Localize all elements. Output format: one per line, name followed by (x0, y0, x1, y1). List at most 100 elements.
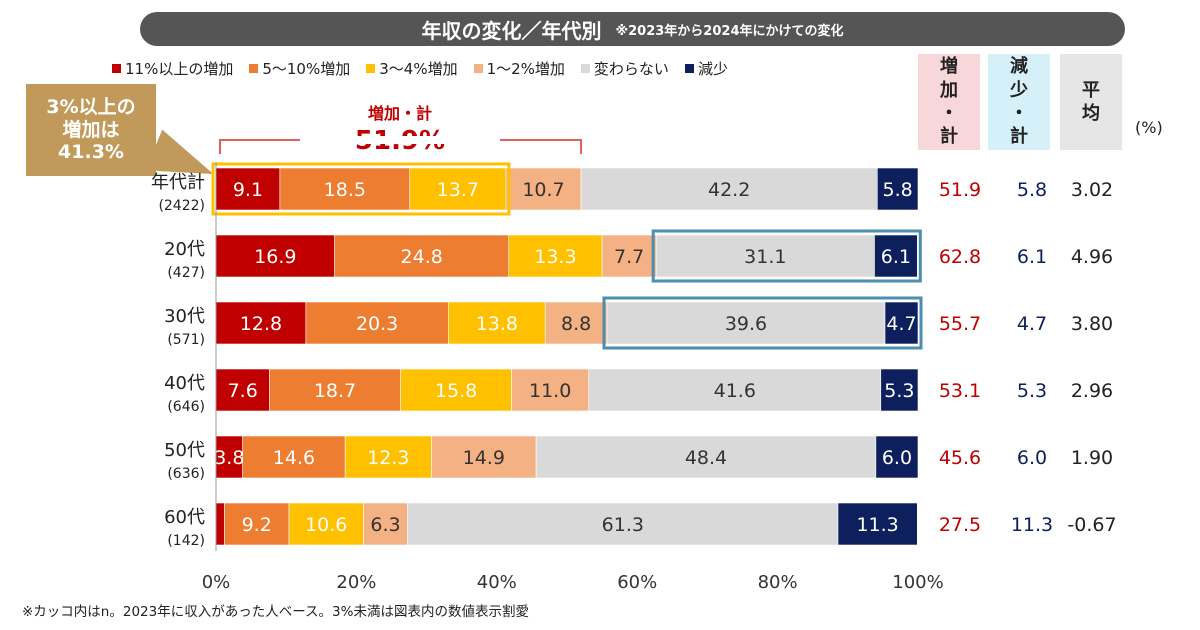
bar-segment (580, 167, 878, 211)
increase-total-value: 62.8 (939, 246, 981, 268)
bar-value-label: 13.3 (534, 246, 576, 268)
column-header-decrease: 減少・計 (988, 54, 1050, 150)
bar-segment (363, 502, 408, 546)
bar-segment (334, 234, 510, 278)
bar-value-label: 9.1 (233, 179, 263, 201)
legend-label: 3～4%増加 (379, 60, 458, 78)
legend-item: 3～4%増加 (366, 58, 458, 79)
column-header-char: ・ (940, 103, 958, 124)
bar-value-label: 42.2 (708, 179, 750, 201)
legend-swatch (112, 64, 121, 73)
bar-value-label: 10.7 (522, 179, 564, 201)
callout-line: 41.3% (58, 141, 124, 164)
average-value: 3.02 (1071, 179, 1113, 201)
bar-value-label: 14.9 (463, 447, 505, 469)
bar-value-label: 16.9 (254, 246, 296, 268)
bar-segment (880, 368, 919, 412)
bar-segment (508, 234, 603, 278)
bar-value-label: 7.6 (228, 380, 258, 402)
bar-segment (224, 502, 290, 546)
legend-swatch (580, 64, 590, 73)
legend-item: 1～2%増加 (473, 58, 565, 79)
chart-title: 年収の変化／年代別 (421, 18, 602, 43)
average-value: 3.80 (1071, 313, 1113, 335)
bar-segment (544, 301, 608, 345)
increase-total-value: 45.6 (939, 447, 981, 469)
category-label: 年代計 (151, 172, 205, 193)
category-label: 40代 (164, 373, 205, 394)
bar-segment (505, 167, 582, 211)
bar-value-label: 12.8 (240, 313, 282, 335)
column-header-char: 少 (1010, 79, 1028, 101)
bar-value-label: 61.3 (602, 514, 644, 536)
increase-total-value: 27.5 (939, 514, 981, 536)
sample-size-label: (2422) (158, 198, 205, 214)
bar-value-label: 6.3 (370, 514, 400, 536)
bar-value-label: 12.3 (367, 447, 409, 469)
bar-segment (215, 234, 335, 278)
legend-item: 11%以上の増加 (112, 58, 233, 79)
bar-value-label: 9.2 (242, 514, 272, 536)
sample-size-label: (142) (167, 533, 205, 549)
category-label: 50代 (164, 440, 205, 461)
bar-value-label: 7.7 (614, 246, 644, 268)
bar-segment (215, 435, 243, 479)
sample-size-label: (571) (167, 332, 205, 348)
bar-value-label: 20.3 (356, 313, 398, 335)
average-value: -0.67 (1067, 514, 1116, 536)
bar-segment (655, 234, 875, 278)
bracket-gap (300, 136, 500, 144)
bar-segment (535, 435, 877, 479)
average-value: 1.90 (1071, 447, 1113, 469)
bar-segment (884, 301, 919, 345)
bar-segment (874, 234, 918, 278)
bar-segment (875, 435, 919, 479)
column-header-average: 平均 (1060, 54, 1122, 150)
bar-segment (876, 167, 919, 211)
sample-size-label: (636) (167, 466, 205, 482)
x-tick-label: 0% (202, 572, 231, 593)
legend-swatch (366, 64, 376, 73)
bar-value-label: 24.8 (401, 246, 443, 268)
bar-value-label: 13.7 (437, 179, 479, 201)
highlight-box (602, 296, 923, 350)
column-header-char: ・ (1010, 103, 1028, 124)
legend-swatch (249, 64, 259, 73)
bar-value-label: 3.8 (214, 447, 244, 469)
bar-segment (601, 234, 657, 278)
category-label: 20代 (164, 239, 205, 260)
bar-segment (344, 435, 432, 479)
column-header-increase: 増加・計 (918, 54, 980, 150)
callout-line: 3%以上の (46, 95, 136, 118)
bar-value-label: 18.5 (324, 179, 366, 201)
legend-label: 変わらない (593, 60, 669, 78)
x-tick-label: 20% (336, 572, 376, 593)
bar-value-label: 5.3 (884, 380, 914, 402)
bar-value-label: 4.7 (886, 313, 916, 335)
sample-size-label: (646) (167, 399, 205, 415)
bar-value-label: 48.4 (685, 447, 727, 469)
highlight-box (211, 162, 511, 216)
x-tick-label: 80% (758, 572, 798, 593)
legend-label: 1～2%増加 (486, 60, 565, 78)
bar-value-label: 11.0 (529, 380, 571, 402)
bar-segment (407, 502, 839, 546)
legend-label: 11%以上の増加 (125, 60, 234, 78)
increase-total-value: 51.9 (939, 179, 981, 201)
x-tick-label: 60% (617, 572, 657, 593)
decrease-total-value: 11.3 (1011, 514, 1053, 536)
bar-segment (215, 502, 225, 546)
bar-segment (242, 435, 346, 479)
bar-segment (431, 435, 537, 479)
bar-value-label: 39.6 (725, 313, 767, 335)
average-value: 2.96 (1071, 380, 1113, 402)
bar-value-label: 31.1 (744, 246, 786, 268)
callout-line: 増加は (62, 118, 120, 141)
bar-value-label: 13.8 (476, 313, 518, 335)
legend-item: 変わらない (580, 58, 669, 79)
column-header-char: 計 (940, 126, 958, 148)
sample-size-label: (427) (167, 265, 205, 281)
bar-value-label: 41.6 (714, 380, 756, 402)
decrease-total-value: 5.8 (1017, 179, 1047, 201)
